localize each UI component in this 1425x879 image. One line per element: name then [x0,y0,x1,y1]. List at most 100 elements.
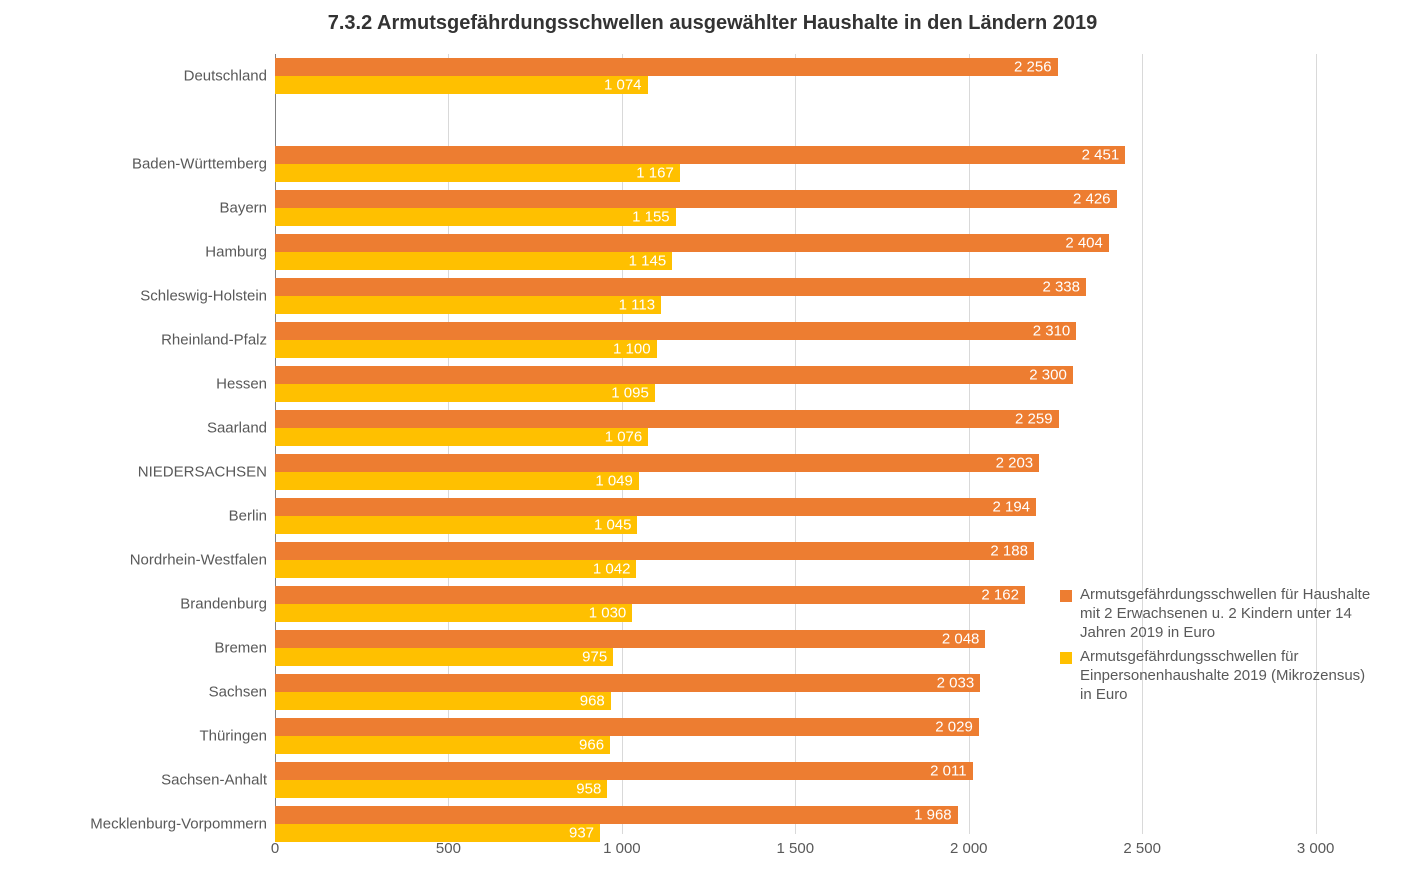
category-group: Sachsen-Anhalt2 011958 [275,762,1385,798]
bar-value-label: 966 [579,737,604,754]
bar-value-label: 2 194 [992,499,1030,516]
category-group: Thüringen2 029966 [275,718,1385,754]
bar-family: 2 338 [275,278,1086,296]
bar-family: 2 029 [275,718,979,736]
bar-value-label: 958 [576,781,601,798]
bar-family: 2 194 [275,498,1036,516]
bar-value-label: 1 074 [604,77,642,94]
category-group: Mecklenburg-Vorpommern1 968937 [275,806,1385,842]
bar-value-label: 1 155 [632,209,670,226]
chart-container: 7.3.2 Armutsgefährdungsschwellen ausgewä… [0,0,1425,879]
category-group: Saarland2 2591 076 [275,410,1385,446]
bar-single: 1 076 [275,428,648,446]
category-group: NIEDERSACHSEN2 2031 049 [275,454,1385,490]
category-label: Deutschland [184,68,275,85]
bar-family: 2 162 [275,586,1025,604]
x-tick-label: 500 [436,840,461,857]
x-tick-label: 1 000 [603,840,641,857]
category-label: Berlin [229,508,275,525]
bar-family: 2 048 [275,630,985,648]
bar-value-label: 2 011 [930,763,966,780]
bar-single: 1 100 [275,340,657,358]
bar-single: 1 095 [275,384,655,402]
bar-family: 2 259 [275,410,1059,428]
category-label: Bremen [214,640,275,657]
bar-value-label: 1 167 [636,165,674,182]
plot-area: 05001 0001 5002 0002 5003 000Deutschland… [275,54,1385,834]
bar-value-label: 937 [569,825,594,842]
bar-single: 1 167 [275,164,680,182]
bar-single: 958 [275,780,607,798]
x-tick-label: 0 [271,840,279,857]
bar-value-label: 1 042 [593,561,631,578]
category-group: Berlin2 1941 045 [275,498,1385,534]
bar-value-label: 2 451 [1082,147,1120,164]
legend-swatch [1060,652,1072,664]
category-label: Hessen [216,376,275,393]
bar-single: 1 045 [275,516,637,534]
bar-value-label: 2 426 [1073,191,1111,208]
category-group: Hamburg2 4041 145 [275,234,1385,270]
category-group: Bayern2 4261 155 [275,190,1385,226]
category-label: Schleswig-Holstein [140,288,275,305]
bar-value-label: 2 256 [1014,59,1052,76]
category-label: Sachsen-Anhalt [161,772,275,789]
category-group: Deutschland2 2561 074 [275,58,1385,94]
bar-single: 1 042 [275,560,636,578]
legend: Armutsgefährdungsschwellen für Haushalte… [1060,586,1380,711]
bar-value-label: 2 033 [937,675,975,692]
bar-family: 2 203 [275,454,1039,472]
bar-value-label: 2 162 [981,587,1019,604]
bar-family: 2 426 [275,190,1117,208]
category-label: Nordrhein-Westfalen [130,552,275,569]
bar-value-label: 1 968 [914,807,952,824]
legend-item: Armutsgefährdungsschwellen für Haushalte… [1060,586,1380,642]
bar-value-label: 975 [582,649,607,666]
category-group: Schleswig-Holstein2 3381 113 [275,278,1385,314]
bar-value-label: 1 045 [594,517,632,534]
category-label: Rheinland-Pfalz [161,332,275,349]
bar-single: 1 030 [275,604,632,622]
category-label: Saarland [207,420,275,437]
category-label: Mecklenburg-Vorpommern [90,816,275,833]
x-tick-label: 2 500 [1123,840,1161,857]
bar-single: 1 145 [275,252,672,270]
bar-single: 937 [275,824,600,842]
bar-value-label: 2 310 [1033,323,1071,340]
legend-label: Armutsgefährdungsschwellen für Einperson… [1080,648,1380,704]
bar-value-label: 2 259 [1015,411,1053,428]
bar-value-label: 1 076 [605,429,643,446]
bar-value-label: 2 203 [996,455,1034,472]
category-group: Rheinland-Pfalz2 3101 100 [275,322,1385,358]
bar-family: 2 256 [275,58,1058,76]
legend-item: Armutsgefährdungsschwellen für Einperson… [1060,648,1380,704]
bar-value-label: 2 300 [1029,367,1067,384]
bar-value-label: 2 338 [1042,279,1080,296]
category-label: Hamburg [205,244,275,261]
bar-value-label: 968 [580,693,605,710]
bar-value-label: 1 049 [595,473,633,490]
bar-value-label: 1 100 [613,341,651,358]
bar-value-label: 1 095 [611,385,649,402]
chart-title: 7.3.2 Armutsgefährdungsschwellen ausgewä… [0,12,1425,35]
category-label: Baden-Württemberg [132,156,275,173]
x-tick-label: 3 000 [1297,840,1335,857]
category-group: Hessen2 3001 095 [275,366,1385,402]
bar-value-label: 1 113 [619,297,655,314]
bar-value-label: 2 048 [942,631,980,648]
bar-family: 1 968 [275,806,958,824]
bar-single: 966 [275,736,610,754]
x-tick-label: 1 500 [777,840,815,857]
bar-single: 1 113 [275,296,661,314]
category-group: Baden-Württemberg2 4511 167 [275,146,1385,182]
bar-single: 1 049 [275,472,639,490]
bar-single: 975 [275,648,613,666]
category-label: Thüringen [199,728,275,745]
bar-single: 968 [275,692,611,710]
bar-family: 2 033 [275,674,980,692]
bar-family: 2 011 [275,762,973,780]
bar-family: 2 404 [275,234,1109,252]
x-tick-label: 2 000 [950,840,988,857]
bar-family: 2 451 [275,146,1125,164]
bar-value-label: 1 030 [589,605,627,622]
